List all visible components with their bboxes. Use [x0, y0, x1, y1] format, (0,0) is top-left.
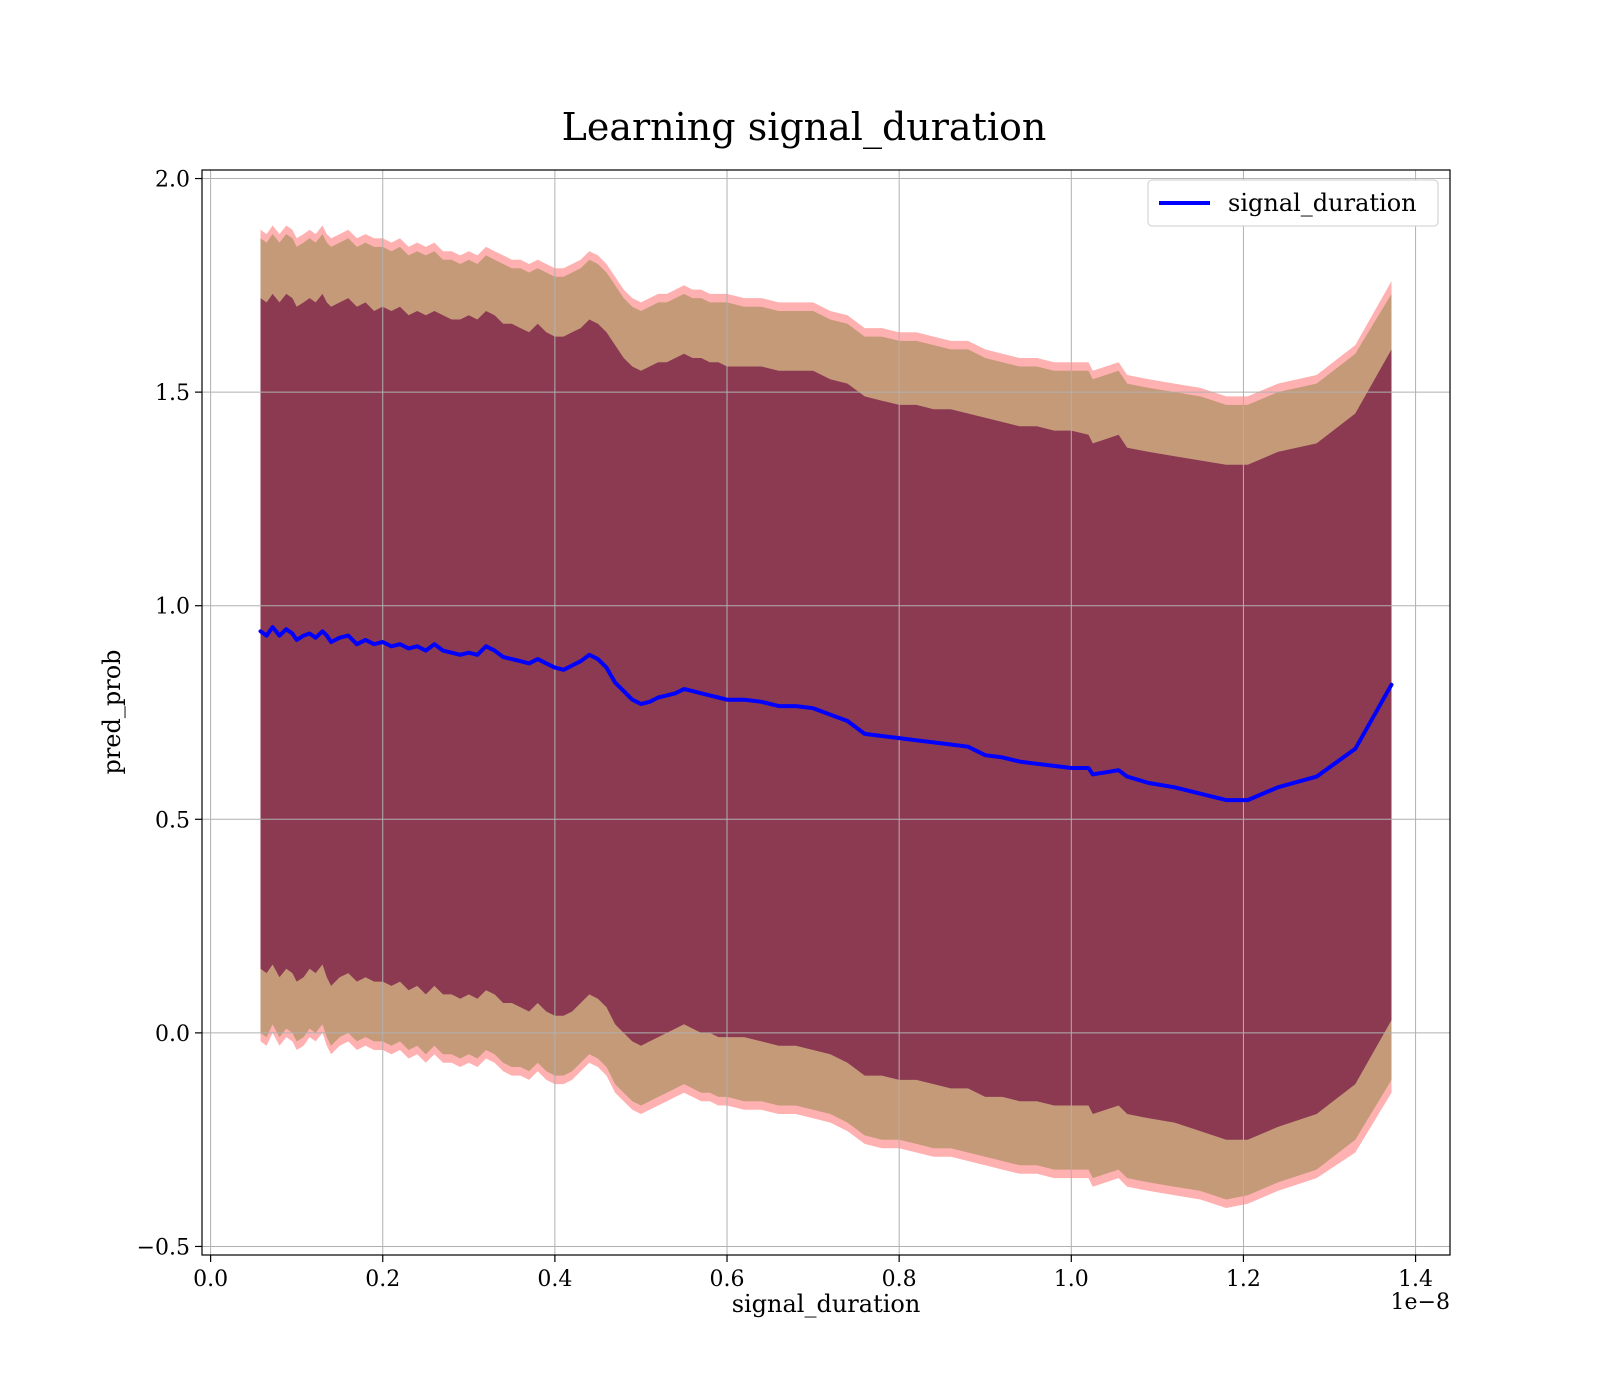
plot-area — [201, 169, 1451, 1256]
y-tick-label: −0.5 — [137, 1235, 190, 1260]
x-axis-label: signal_duration — [732, 1290, 921, 1318]
y-axis-label: pred_prob — [98, 649, 126, 774]
x-axis: 0.0 0.2 0.4 0.6 0.8 1.0 1.2 1.4 — [193, 1255, 1433, 1292]
y-tick-label: 1.0 — [155, 595, 190, 620]
y-axis: −0.5 0.0 0.5 1.0 1.5 2.0 — [137, 168, 202, 1260]
x-tick-label: 0.2 — [365, 1267, 400, 1292]
y-tick-label: 0.0 — [155, 1022, 190, 1047]
legend-box — [1147, 179, 1439, 227]
chart-title: Learning signal_duration — [562, 105, 1047, 150]
legend: signal_duration — [1147, 179, 1439, 227]
x-tick-label: 1.0 — [1054, 1267, 1089, 1292]
x-tick-label: 1.4 — [1398, 1267, 1433, 1292]
confidence-bands — [260, 225, 1392, 1208]
y-tick-label: 0.5 — [155, 808, 190, 833]
grid-lines — [202, 170, 1450, 1255]
plot-frame — [201, 169, 1451, 1256]
legend-entry-signal-duration: signal_duration — [1228, 189, 1417, 217]
y-tick-label: 1.5 — [155, 381, 190, 406]
x-tick-label: 1.2 — [1226, 1267, 1261, 1292]
x-tick-label: 0.8 — [882, 1267, 917, 1292]
x-tick-label: 0.6 — [710, 1267, 745, 1292]
x-tick-label: 0.4 — [537, 1267, 572, 1292]
x-tick-label: 0.0 — [193, 1267, 228, 1292]
x-axis-offset-label: 1e−8 — [1391, 1290, 1450, 1315]
series-lines — [258, 625, 1394, 803]
confidence-band-1 — [260, 293, 1392, 1140]
series-line-0 — [258, 625, 1394, 803]
y-tick-label: 2.0 — [155, 168, 190, 193]
